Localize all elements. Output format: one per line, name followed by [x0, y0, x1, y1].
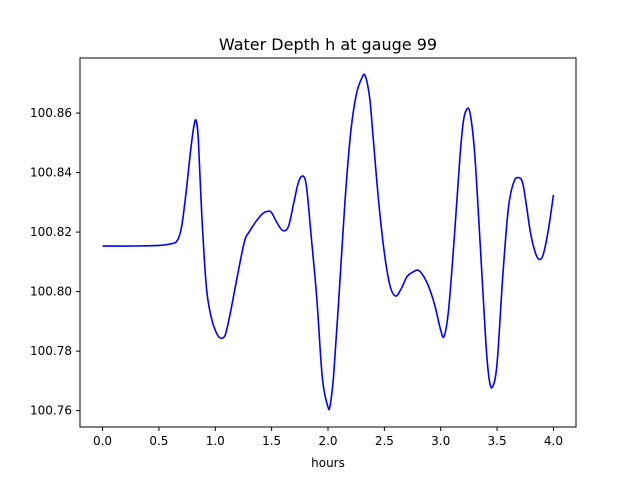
- plot-area: [102, 73, 555, 411]
- x-tick-label: 1.5: [262, 434, 281, 448]
- y-tick-label: 100.84: [30, 166, 72, 180]
- y-axis: 100.76 100.78 100.80 100.82 100.84 100.86: [30, 106, 80, 418]
- x-axis: 0.0 0.5 1.0 1.5 2.0 2.5 3.0 3.5 4.0: [93, 427, 563, 448]
- y-tick-label: 100.86: [30, 106, 72, 120]
- y-tick-label: 100.82: [30, 225, 72, 239]
- x-tick-label: 1.0: [206, 434, 225, 448]
- y-tick-label: 100.76: [30, 404, 72, 418]
- x-tick-label: 2.0: [318, 434, 337, 448]
- series-line-0: [102, 73, 555, 411]
- x-tick-label: 3.0: [431, 434, 450, 448]
- chart-title: Water Depth h at gauge 99: [219, 35, 437, 54]
- x-tick-label: 3.5: [488, 434, 507, 448]
- x-tick-label: 4.0: [544, 434, 563, 448]
- y-tick-label: 100.78: [30, 344, 72, 358]
- x-axis-label: hours: [311, 456, 345, 470]
- x-tick-label: 2.5: [375, 434, 394, 448]
- y-tick-label: 100.80: [30, 285, 72, 299]
- x-tick-label: 0.5: [149, 434, 168, 448]
- x-tick-label: 0.0: [93, 434, 112, 448]
